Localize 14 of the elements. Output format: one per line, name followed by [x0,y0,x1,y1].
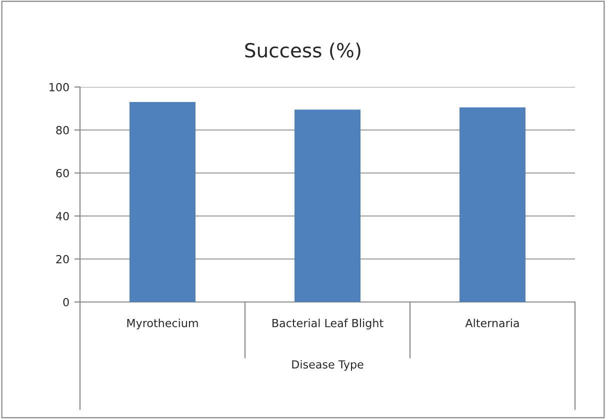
chart-title: Success (%) [245,42,360,60]
y-tick-label: 100 [50,82,69,92]
bar [294,110,360,302]
bar [460,107,526,302]
x-tick-label: Myrothecium [127,318,198,330]
bar [130,102,196,302]
y-tick-label: 60 [56,168,69,178]
x-tick-label: Bacterial Leaf Blight [272,318,384,330]
y-tick-label: 80 [56,126,69,134]
x-tick-label: Alternaria [465,318,519,328]
y-tick-label: 0 [63,298,69,306]
y-tick-label: 20 [56,254,69,264]
y-tick-label: 40 [56,212,69,220]
x-axis-title: Disease Type [292,360,364,371]
